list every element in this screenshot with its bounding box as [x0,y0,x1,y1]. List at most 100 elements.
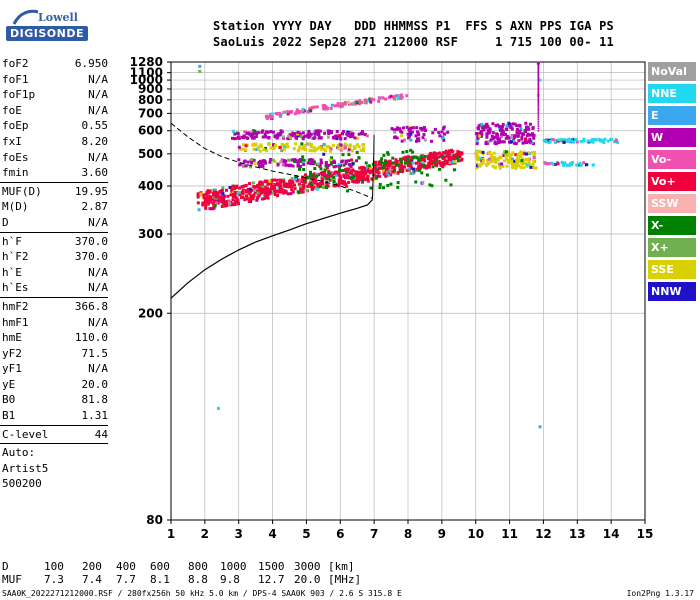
echo-point-sse [296,148,300,152]
echo-point-nnw [335,137,339,141]
echo-point-x [378,182,382,186]
echo-point-sse [286,145,290,149]
echo-point-sse [350,149,354,153]
echo-point-vo [360,168,364,172]
echo-point-w [238,163,242,167]
echo-point-vo [257,189,261,193]
echo-point-nne [566,140,570,144]
echo-point-vo [396,171,400,175]
row-unit: [km] [328,560,355,573]
echo-point-x [212,195,216,199]
echo-point-sse [485,158,489,162]
echo-point-nne [567,137,571,141]
echo-point-vo [401,168,405,172]
echo-point-x [456,156,460,160]
echo-point-vo [244,190,248,194]
echo-point-w [515,124,519,128]
echo-point-vo [389,162,393,166]
param-value: N/A [88,215,108,229]
echo-point-nne [579,139,583,143]
echo-point-e [511,157,515,161]
echo-point-nne [560,138,564,142]
echo-point-nne [565,163,569,167]
echo-point-vo [364,177,368,181]
echo-point-vo [328,178,332,182]
polarization-legend: NoVal NNE E W Vo- Vo+ SSW X- X+ SSE NNW [648,62,696,304]
echo-point-vo [214,195,218,199]
echo-point-sse [312,146,316,150]
echo-point-w [484,125,488,129]
param-row: h`Es N/A [0,280,112,296]
echo-point-vo [357,170,361,174]
echo-point-w [304,134,308,138]
echo-point-vo [234,185,238,189]
echo-point-w [498,140,502,144]
echo-point-sse [331,143,335,147]
echo-point-sse [508,156,512,160]
echo-point-sse [523,162,527,166]
row-value: 7.3 [44,573,64,586]
echo-point-sse [322,147,326,151]
echo-point-w [260,130,264,134]
x-tick-label: 11 [501,527,518,541]
echo-point-sse [527,161,531,165]
echo-point-vo [264,114,268,118]
echo-point-vo [314,179,318,183]
echo-point-x [422,163,426,167]
echo-point-nnw [562,140,566,144]
echo-point-w [416,130,420,134]
echo-point-w [491,131,495,135]
param-value: N/A [88,362,108,376]
echo-point-vo [233,190,237,194]
echo-point-sse [244,148,248,152]
echo-point-w [537,116,540,119]
echo-point-vo [427,154,431,158]
echo-point-w [250,133,254,137]
echo-point-sse [312,149,316,153]
echo-point-nnw [221,192,225,196]
echo-point-vo [428,157,432,161]
echo-point-vo [196,201,200,205]
echo-point-w [442,138,446,142]
echo-point-vo [391,95,395,99]
echo-point-vo [364,166,368,170]
echo-point-sse [519,152,523,156]
echo-point-x [382,186,386,190]
echo-point-w [537,115,540,117]
echo-point-x [294,174,298,178]
row-unit: [MHz] [328,573,362,586]
echo-point-vo [233,202,237,206]
echo-point-w [390,127,394,131]
echo-point-vo [524,137,528,141]
echo-point-sse [345,143,349,147]
echo-point-w [278,133,282,137]
echo-point-w [314,129,318,133]
echo-point-vo [329,106,333,110]
echo-point-vo [273,192,277,196]
echo-point-e [335,173,339,177]
echo-point-sse [347,100,351,104]
echo-point-sse [284,145,288,149]
echo-point-x [398,169,402,173]
echo-point-x [238,191,242,195]
param-row: hmF2 366.8 [0,299,112,315]
echo-point-vo [416,167,420,171]
echo-point-vo [219,189,223,193]
echo-point-w [327,129,331,133]
echo-point-vo [394,161,398,165]
echo-point-x [297,167,301,171]
echo-point-w [554,163,558,167]
echo-point-vo [556,162,560,166]
echo-point-sse [327,145,331,149]
echo-point-vo [425,164,429,168]
echo-point-nne [598,139,602,143]
echo-point-vo [365,134,369,138]
echo-point-vo [288,179,292,183]
echo-point-sse [507,150,511,154]
echo-point-x [346,189,350,193]
echo-point-sse [400,134,404,138]
param-name: hmF2 [2,299,29,313]
echo-point-e [198,64,202,68]
echo-point-w [319,158,323,162]
